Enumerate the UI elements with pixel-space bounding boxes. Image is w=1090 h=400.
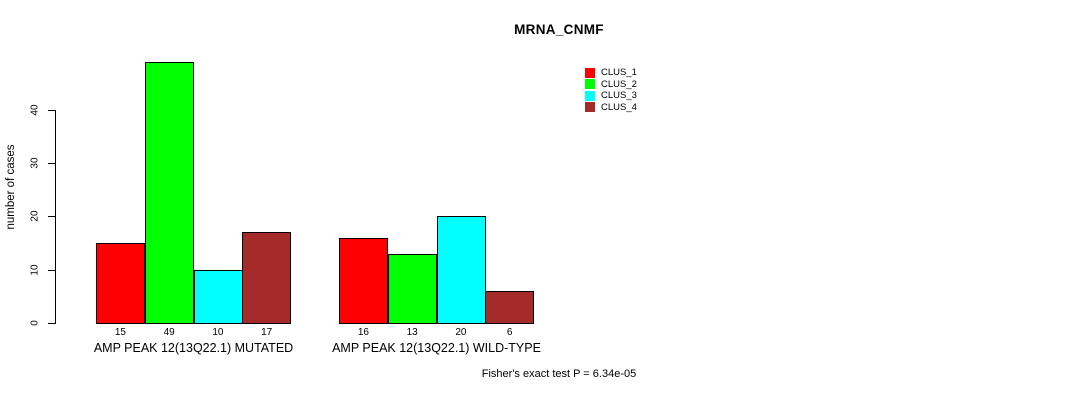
legend-swatch xyxy=(585,67,595,78)
bar-value-label: 49 xyxy=(163,327,175,338)
legend-label: CLUS_1 xyxy=(601,67,637,78)
y-axis-tick xyxy=(48,269,55,271)
legend-item: CLUS_2 xyxy=(585,79,637,90)
y-axis-tick xyxy=(48,163,55,164)
y-axis-line xyxy=(55,109,56,324)
legend-item: CLUS_1 xyxy=(585,67,637,78)
y-axis-tick-label: 0 xyxy=(29,320,41,326)
legend-label: CLUS_2 xyxy=(601,78,637,90)
bar xyxy=(485,291,534,324)
group-label: AMP PEAK 12(13Q22.1) MUTATED xyxy=(93,341,294,355)
chart-title: MRNA_CNMF xyxy=(514,22,604,37)
bar-value-label: 6 xyxy=(506,327,513,338)
bar xyxy=(194,269,243,324)
y-axis-tick xyxy=(48,323,55,324)
y-axis-tick xyxy=(48,109,55,111)
legend-swatch xyxy=(585,102,595,112)
group-label: AMP PEAK 12(13Q22.1) WILD-TYPE xyxy=(332,341,541,355)
y-axis-tick-label: 30 xyxy=(29,157,41,169)
annotation-text: Fisher's exact test P = 6.34e-05 xyxy=(481,368,637,380)
bar-value-label: 16 xyxy=(357,327,369,338)
bar-value-label: 20 xyxy=(455,327,467,338)
legend-label: CLUS_4 xyxy=(601,101,637,113)
legend-swatch xyxy=(585,90,595,101)
legend-swatch xyxy=(585,79,595,89)
legend-item: CLUS_3 xyxy=(585,90,637,101)
y-axis-label: number of cases xyxy=(5,144,17,230)
bar-value-label: 17 xyxy=(261,327,273,338)
bar xyxy=(96,243,145,324)
y-axis-tick xyxy=(48,216,55,218)
bar xyxy=(242,232,291,324)
bar xyxy=(437,216,486,324)
y-axis-tick-label: 40 xyxy=(29,104,41,116)
legend-item: CLUS_4 xyxy=(585,102,637,113)
y-axis-tick-label: 20 xyxy=(29,210,41,222)
bar-value-label: 13 xyxy=(406,327,418,338)
bar-value-label: 15 xyxy=(114,327,126,338)
bar-value-label: 10 xyxy=(212,327,224,338)
y-axis-tick-label: 10 xyxy=(29,264,41,276)
bar xyxy=(339,237,388,324)
legend-label: CLUS_3 xyxy=(601,90,637,101)
bar xyxy=(145,61,194,324)
bar xyxy=(388,253,437,324)
